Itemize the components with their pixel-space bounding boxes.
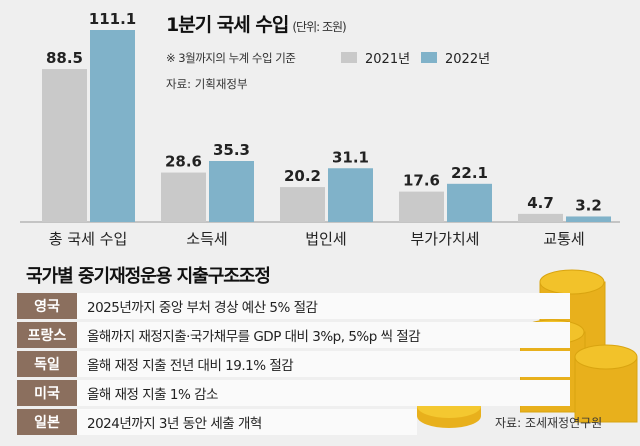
data-label: 111.1 [89, 10, 136, 28]
row-text: 올해 재정 지출 전년 대비 19.1% 절감 [87, 358, 294, 374]
legend-2022: 2022년 [421, 48, 490, 67]
data-label: 3.2 [575, 196, 602, 214]
category-label: 부가가치세 [410, 230, 479, 248]
table-title: 국가별 중기재정운용 지출구조조정 [26, 266, 271, 287]
bar-2022년-교통세 [566, 216, 611, 222]
country-label: 일본 [17, 409, 77, 435]
category-label: 교통세 [543, 230, 584, 248]
data-label: 31.1 [332, 148, 369, 166]
category-label: 총 국세 수입 [49, 230, 128, 248]
bar-2021년-교통세 [518, 213, 563, 222]
chart-source: 자료: 기획재정부 [166, 77, 248, 91]
country-label: 미국 [17, 380, 77, 406]
bar-2022년-부가가치세 [447, 183, 492, 222]
country-label: 영국 [17, 293, 77, 319]
legend-2021: 2021년 [341, 48, 410, 67]
bar-2022년-총 국세 수입 [90, 30, 135, 222]
category-label: 법인세 [305, 230, 346, 248]
row-text: 올해까지 재정지출·국가채무를 GDP 대비 3%p, 5%p 씩 절감 [87, 329, 421, 345]
data-label: 20.2 [284, 167, 321, 185]
unit-label: (단위: 조원) [292, 20, 346, 34]
table-row: 미국 올해 재정 지출 1% 감소 [17, 380, 570, 406]
data-label: 4.7 [527, 194, 554, 212]
country-label: 프랑스 [17, 322, 77, 348]
data-label: 35.3 [213, 141, 250, 159]
row-text: 2024년까지 3년 동안 세출 개혁 [87, 416, 262, 432]
data-label: 28.6 [165, 153, 202, 171]
row-text: 올해 재정 지출 1% 감소 [87, 387, 218, 403]
table-row: 영국 2025년까지 중앙 부처 경상 예산 5% 절감 [17, 293, 570, 319]
table-row: 독일 올해 재정 지출 전년 대비 19.1% 절감 [17, 351, 570, 377]
table-row: 프랑스 올해까지 재정지출·국가채무를 GDP 대비 3%p, 5%p 씩 절감 [17, 322, 570, 348]
data-label: 22.1 [451, 164, 488, 182]
bar-2021년-법인세 [280, 187, 325, 222]
bar-chart: 88.5 111.1 총 국세 수입 28.6 35.3 소득세 20.2 31.1 법인세 17… [20, 10, 620, 248]
bar-2021년-총 국세 수입 [42, 69, 87, 223]
country-label: 독일 [17, 351, 77, 377]
data-label: 17.6 [403, 172, 440, 190]
category-label: 소득세 [186, 230, 227, 248]
table-row: 일본 2024년까지 3년 동안 세출 개혁 [17, 409, 417, 435]
row-text: 2025년까지 중앙 부처 경상 예산 5% 절감 [87, 300, 318, 316]
bar-2022년-법인세 [328, 168, 373, 222]
legend-swatch [421, 52, 437, 63]
chart-note: ※ 3월까지의 누계 수입 기준 [166, 51, 296, 65]
bar-2021년-소득세 [161, 172, 206, 222]
legend-swatch [341, 52, 357, 63]
table-source: 자료: 조세재정연구원 [495, 416, 603, 430]
bar-2022년-소득세 [209, 160, 254, 222]
data-label: 88.5 [46, 49, 83, 67]
bar-2021년-부가가치세 [399, 191, 444, 222]
chart-title: 1분기 국세 수입 (단위: 조원) [166, 14, 347, 36]
